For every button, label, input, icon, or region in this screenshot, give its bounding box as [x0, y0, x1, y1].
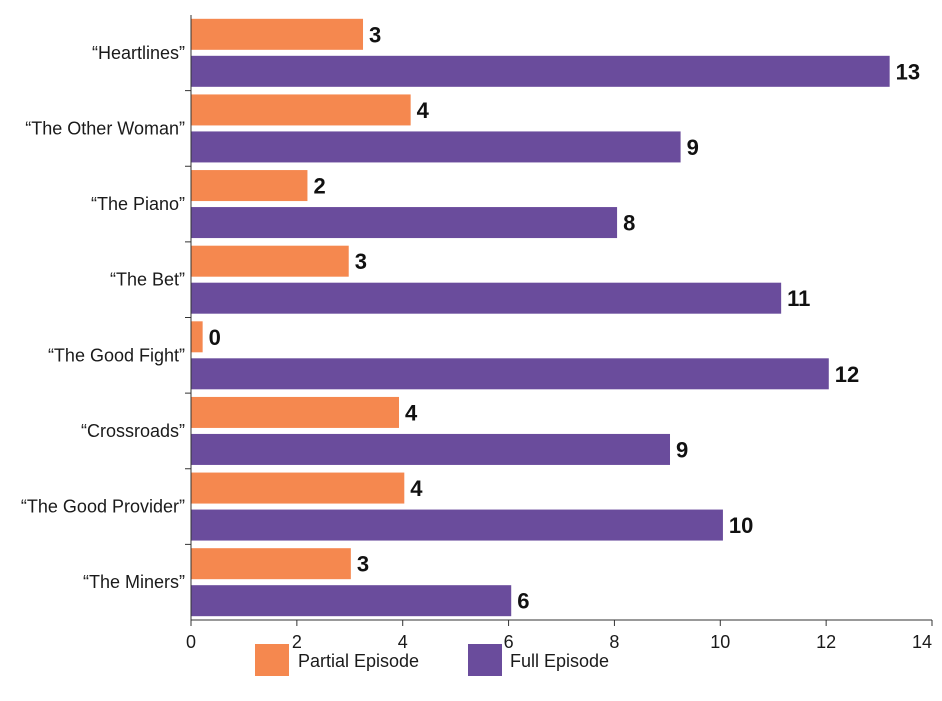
- bar-partial-episode-crossroads: [191, 396, 400, 428]
- data-label-partial-episode-the-piano: 2: [313, 174, 325, 199]
- x-tick-label-14: 14: [912, 632, 932, 652]
- bar-full-episode-the-other-woman: [191, 131, 681, 163]
- data-label-full-episode-the-other-woman: 9: [687, 135, 699, 160]
- category-label-the-piano: “The Piano”: [91, 194, 185, 214]
- category-label-the-good-fight: “The Good Fight”: [48, 345, 185, 365]
- data-label-partial-episode-crossroads: 4: [405, 400, 418, 425]
- bar-partial-episode-the-bet: [191, 245, 349, 277]
- category-label-heartlines: “Heartlines”: [92, 43, 185, 63]
- bar-partial-episode-the-other-woman: [191, 94, 411, 126]
- data-label-full-episode-the-piano: 8: [623, 211, 635, 236]
- x-tick-label-10: 10: [710, 632, 730, 652]
- x-tick-label-0: 0: [186, 632, 196, 652]
- bar-full-episode-the-piano: [191, 207, 618, 239]
- category-label-the-other-woman: “The Other Woman”: [25, 118, 185, 138]
- category-label-the-good-provider: “The Good Provider”: [21, 497, 185, 517]
- bars-group: [191, 18, 890, 617]
- bar-full-episode-the-miners: [191, 585, 512, 617]
- data-label-full-episode-the-good-fight: 12: [835, 362, 859, 387]
- bar-full-episode-the-bet: [191, 282, 782, 314]
- data-label-full-episode-heartlines: 13: [896, 59, 920, 84]
- bar-full-episode-the-good-provider: [191, 509, 723, 541]
- data-label-full-episode-the-miners: 6: [517, 589, 529, 614]
- data-label-full-episode-the-good-provider: 10: [729, 513, 753, 538]
- bar-full-episode-heartlines: [191, 55, 890, 87]
- bar-partial-episode-the-miners: [191, 548, 351, 580]
- data-label-full-episode-the-bet: 11: [787, 286, 810, 311]
- x-tick-label-2: 2: [292, 632, 302, 652]
- data-label-partial-episode-the-miners: 3: [357, 552, 369, 577]
- bar-partial-episode-the-good-provider: [191, 472, 405, 504]
- category-label-the-miners: “The Miners”: [83, 572, 185, 592]
- legend-swatch-partial-episode: [255, 644, 289, 676]
- x-tick-label-4: 4: [398, 632, 408, 652]
- data-label-partial-episode-the-good-fight: 0: [209, 325, 221, 350]
- bar-partial-episode-heartlines: [191, 18, 364, 50]
- legend-label-full-episode: Full Episode: [510, 651, 609, 671]
- category-label-the-bet: “The Bet”: [110, 270, 185, 290]
- category-label-crossroads: “Crossroads”: [81, 421, 185, 441]
- data-label-partial-episode-the-good-provider: 4: [410, 476, 423, 501]
- data-label-partial-episode-the-other-woman: 4: [417, 98, 430, 123]
- x-tick-label-8: 8: [609, 632, 619, 652]
- bar-full-episode-the-good-fight: [191, 358, 829, 390]
- x-tick-label-12: 12: [816, 632, 836, 652]
- bar-partial-episode-the-good-fight: [191, 321, 203, 353]
- category-labels-group: “Heartlines” “The Other Woman” “The Piano”…: [21, 43, 185, 592]
- legend: Partial Episode Full Episode: [255, 644, 609, 676]
- legend-label-partial-episode: Partial Episode: [298, 651, 419, 671]
- data-label-partial-episode-heartlines: 3: [369, 22, 381, 47]
- data-label-partial-episode-the-bet: 3: [355, 249, 367, 274]
- data-label-full-episode-crossroads: 9: [676, 437, 688, 462]
- data-labels-group: 3 13 4 9 2 8 3 11 0 12 4 9 4 10 3 6: [209, 22, 920, 613]
- x-axis-ticks-group: 0 2 4 6 8 10 12 14: [185, 90, 933, 652]
- bar-full-episode-crossroads: [191, 433, 671, 465]
- x-tick-label-6: 6: [504, 632, 514, 652]
- bar-partial-episode-the-piano: [191, 170, 308, 202]
- legend-swatch-full-episode: [468, 644, 502, 676]
